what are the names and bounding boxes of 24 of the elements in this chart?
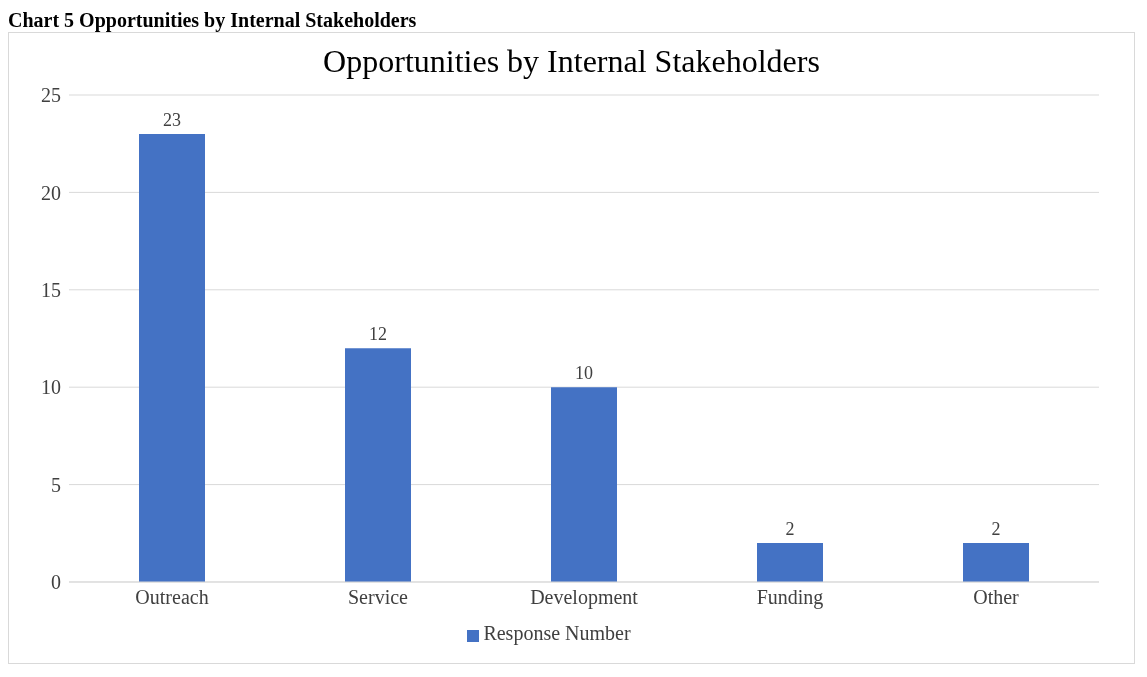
x-tick-label: Other <box>973 586 1020 609</box>
x-tick-label: Funding <box>756 586 824 610</box>
bar <box>345 348 411 582</box>
bar <box>551 387 617 582</box>
bar <box>139 133 205 582</box>
bar <box>757 543 823 582</box>
y-tick-label: 20 <box>41 181 61 204</box>
data-label: 10 <box>575 363 593 384</box>
y-tick-label: 5 <box>51 473 61 496</box>
data-label: 2 <box>785 519 795 540</box>
data-label: 2 <box>991 519 1001 540</box>
data-label: 23 <box>163 109 181 130</box>
x-tick-label: Development <box>530 586 639 610</box>
legend-label: Response Number <box>483 622 631 644</box>
y-tick-label: 15 <box>41 278 61 301</box>
bar <box>963 543 1029 582</box>
x-tick-label: Service <box>348 586 409 609</box>
x-tick-label: Outreach <box>135 586 209 609</box>
y-tick-label: 0 <box>51 571 61 594</box>
y-tick-label: 10 <box>41 376 61 399</box>
chart-title: Opportunities by Internal Stakeholders <box>322 43 821 81</box>
y-tick-label: 25 <box>41 84 61 107</box>
caption: Chart 5 Opportunities by Internal Stakeholders <box>8 8 418 32</box>
data-label: 12 <box>369 324 387 345</box>
